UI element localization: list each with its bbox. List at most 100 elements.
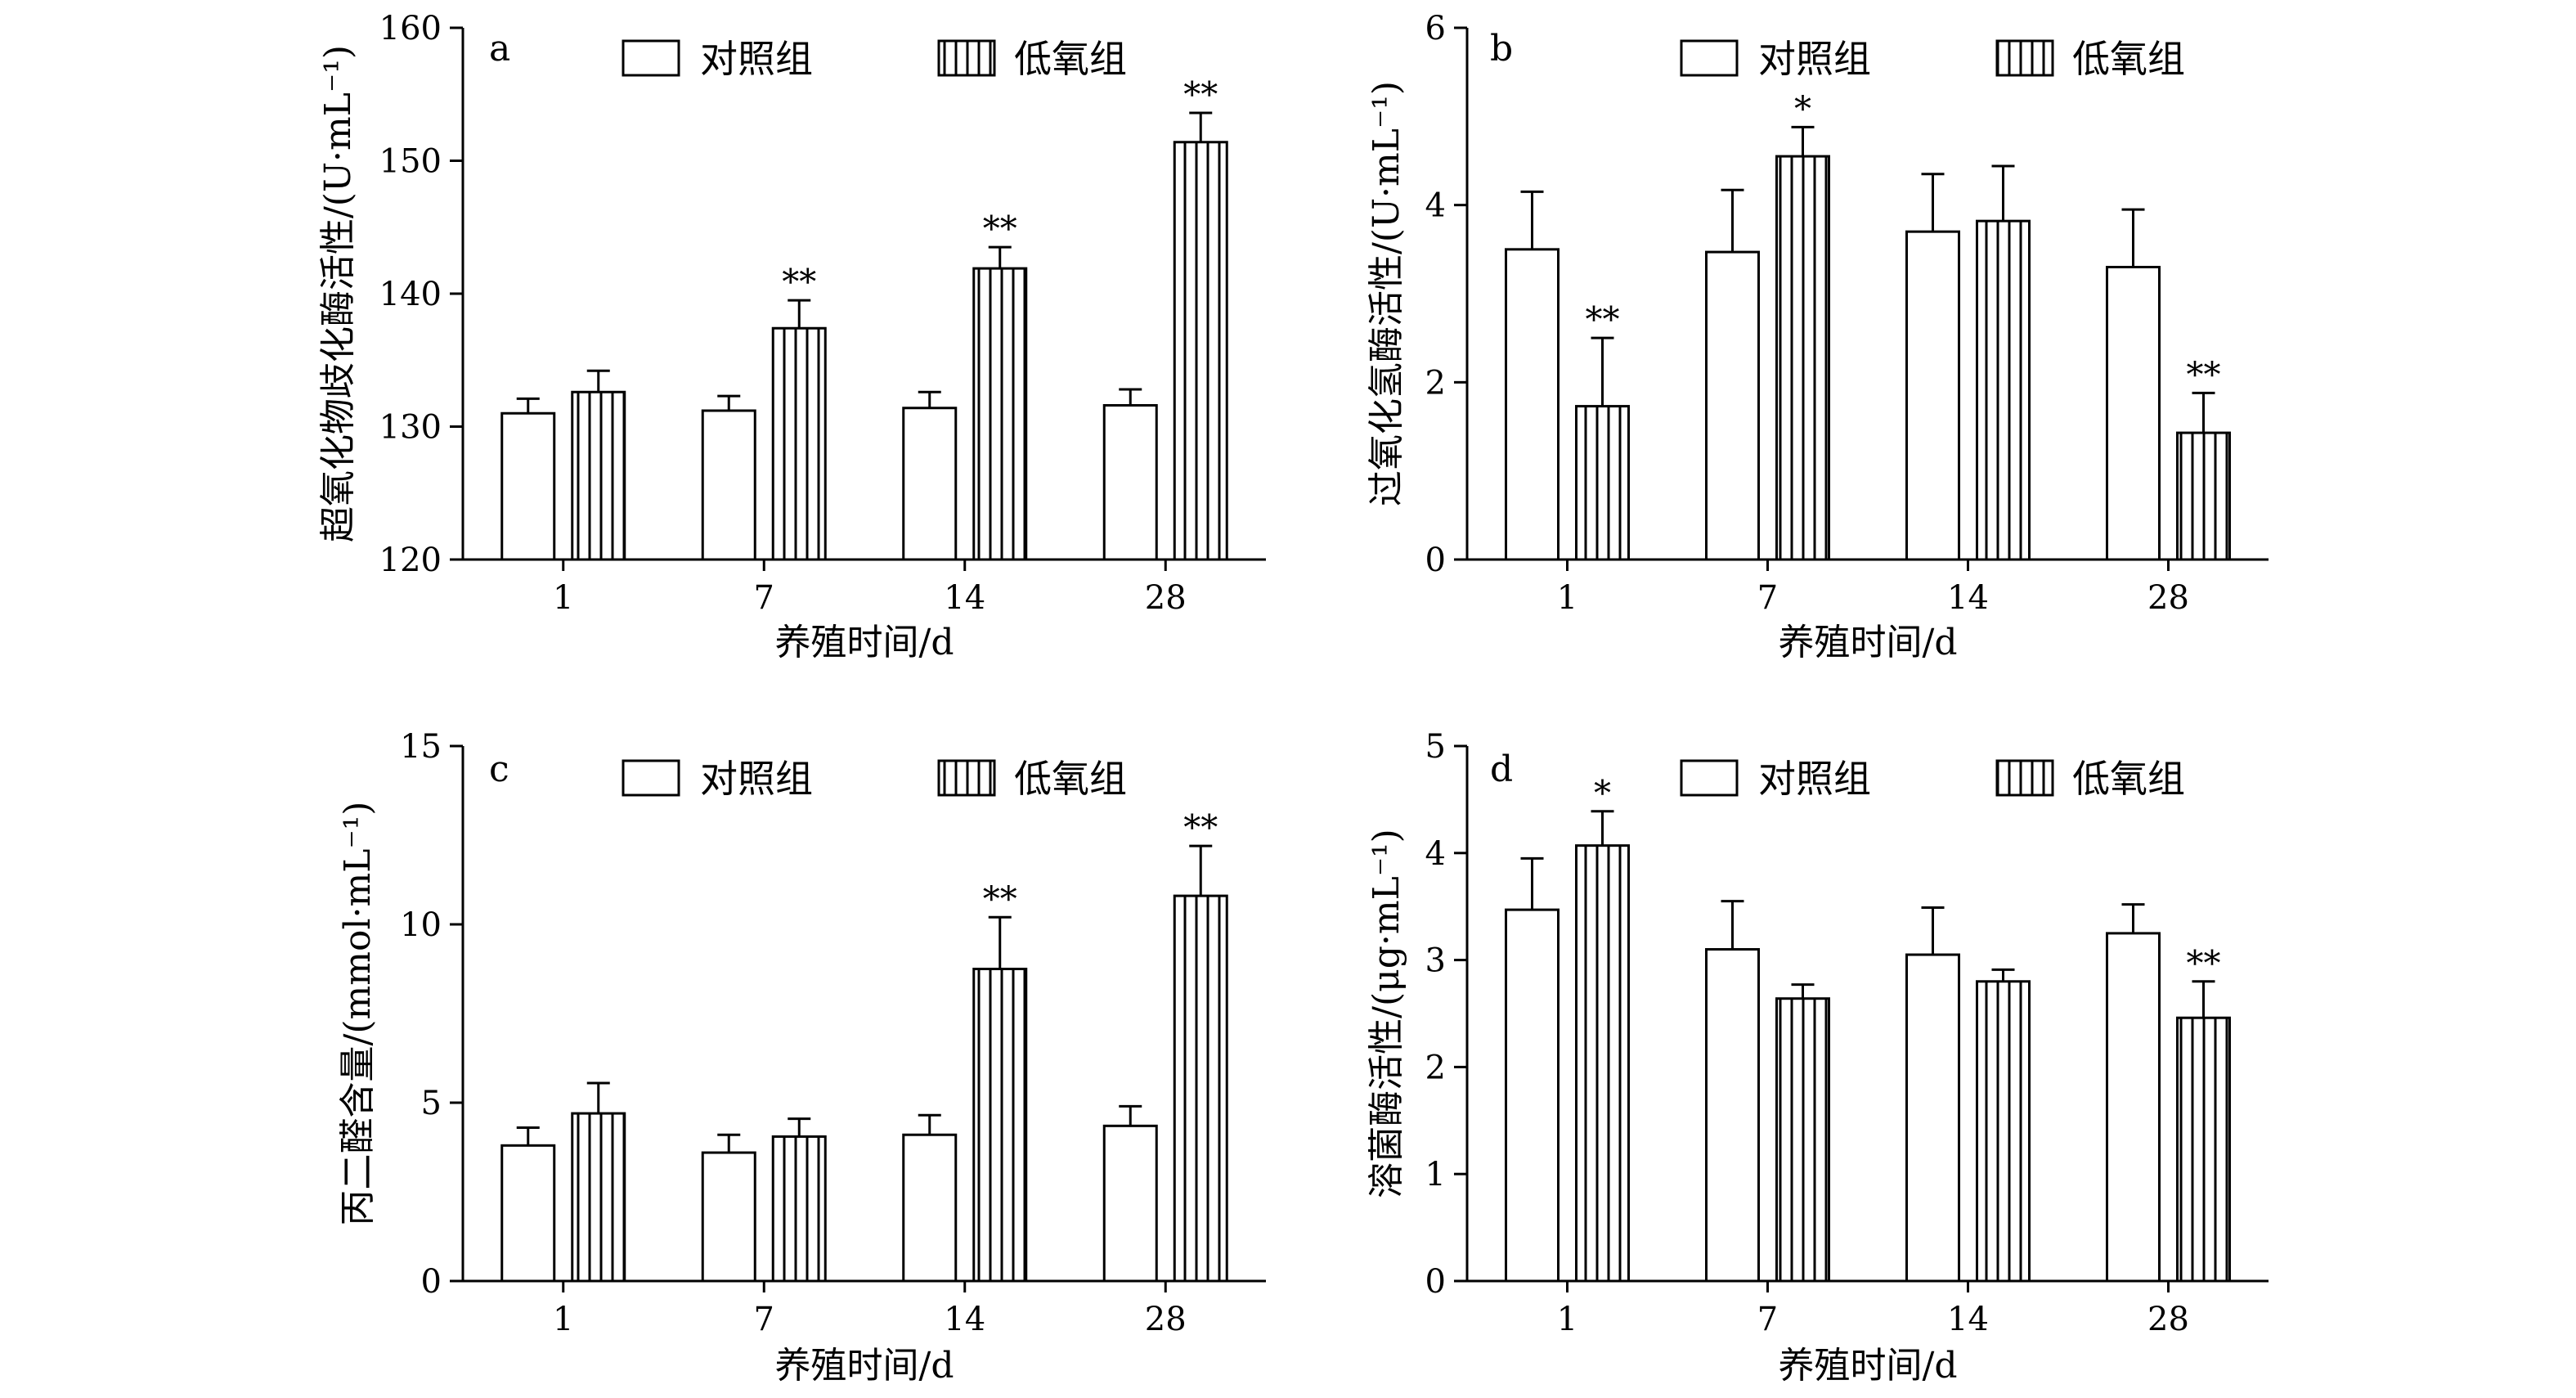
- significance-label: **: [2187, 354, 2221, 394]
- legend-swatch-hypoxia: [1995, 759, 2054, 797]
- bar-hypoxia: [1173, 894, 1228, 1283]
- bar-hypoxia: [2176, 1016, 2231, 1283]
- bar-control: [701, 409, 756, 561]
- x-tick-label: 14: [944, 1301, 985, 1338]
- y-tick-label: 4: [1425, 187, 1446, 225]
- significance-label: *: [1594, 773, 1611, 813]
- y-tick-label: 3: [1425, 942, 1446, 980]
- significance-label: **: [1586, 299, 1620, 339]
- bar-hypoxia: [571, 1112, 626, 1283]
- panel-label: a: [489, 28, 510, 70]
- bar-control: [902, 1133, 958, 1283]
- legend-label-control: 对照组: [700, 37, 813, 81]
- y-tick-label: 160: [379, 10, 442, 47]
- legend-label-hypoxia: 低氧组: [2072, 37, 2185, 81]
- bar-hypoxia: [1775, 997, 1830, 1283]
- legend-label-hypoxia: 低氧组: [1014, 757, 1127, 801]
- x-axis-title: 养殖时间/d: [775, 622, 954, 663]
- legend-swatch-control: [1680, 39, 1739, 77]
- x-tick-label: 1: [553, 579, 573, 617]
- x-tick-label: 7: [1757, 579, 1778, 617]
- x-tick-label: 28: [2147, 1301, 2189, 1338]
- y-tick-label: 1: [1425, 1156, 1446, 1193]
- significance-label: **: [983, 209, 1017, 249]
- x-axis-title: 养殖时间/d: [1779, 1345, 1958, 1387]
- y-tick-label: 5: [1425, 728, 1446, 766]
- legend-label-hypoxia: 低氧组: [2072, 757, 2185, 801]
- x-tick-label: 14: [1947, 579, 1989, 617]
- significance-label: *: [1794, 88, 1811, 128]
- y-axis-title: 溶菌酶活性/(μg·mL⁻¹): [1366, 829, 1407, 1198]
- bar-hypoxia: [972, 968, 1028, 1283]
- significance-label: **: [2187, 943, 2221, 983]
- bar-control: [1905, 953, 1960, 1283]
- bar-control: [1705, 250, 1760, 561]
- y-axis-title: 过氧化氢酶活性/(U·mL⁻¹): [1366, 81, 1407, 506]
- y-tick-label: 130: [379, 409, 442, 447]
- legend-swatch-control: [622, 759, 680, 797]
- x-tick-label: 14: [944, 579, 985, 617]
- chart-panel-a: 120 130 140 150 160 1 7 ** 14 ** 28 ** a 对照组 低氧组养殖时间/d…: [317, 10, 1266, 663]
- x-tick-label: 14: [1947, 1301, 1989, 1338]
- bar-hypoxia: [972, 267, 1028, 561]
- x-tick-label: 1: [1557, 1301, 1577, 1338]
- x-tick-label: 7: [1757, 1301, 1778, 1338]
- y-tick-label: 10: [400, 906, 442, 944]
- bar-control: [2106, 266, 2161, 561]
- legend-swatch-hypoxia: [937, 39, 996, 77]
- bar-control: [902, 407, 958, 561]
- y-tick-label: 15: [400, 728, 442, 766]
- legend-label-control: 对照组: [700, 757, 813, 801]
- bar-control: [701, 1151, 756, 1283]
- significance-label: **: [782, 262, 816, 302]
- bar-hypoxia: [771, 1135, 827, 1283]
- bar-hypoxia: [1173, 141, 1228, 561]
- legend-swatch-hypoxia: [1995, 39, 2054, 77]
- x-tick-label: 28: [1145, 1301, 1187, 1338]
- bar-hypoxia: [2176, 431, 2231, 561]
- y-tick-label: 2: [1425, 364, 1446, 402]
- panel-label: c: [489, 748, 509, 790]
- bar-control: [500, 411, 556, 561]
- y-tick-label: 0: [1425, 1263, 1446, 1301]
- significance-label: **: [983, 879, 1017, 919]
- bar-control: [500, 1144, 556, 1283]
- x-tick-label: 7: [754, 1301, 774, 1338]
- bar-control: [1102, 1124, 1158, 1283]
- bar-hypoxia: [1575, 405, 1630, 561]
- x-tick-label: 28: [1145, 579, 1187, 617]
- legend-swatch-control: [622, 39, 680, 77]
- bar-control: [1705, 948, 1760, 1283]
- significance-label: **: [1183, 807, 1218, 847]
- x-tick-label: 1: [553, 1301, 573, 1338]
- y-axis-title: 超氧化物歧化酶活性/(U·mL⁻¹): [317, 45, 359, 542]
- bar-control: [2106, 932, 2161, 1283]
- y-tick-label: 0: [1425, 542, 1446, 579]
- bar-control: [1905, 230, 1960, 561]
- legend-label-control: 对照组: [1758, 757, 1871, 801]
- x-tick-label: 1: [1557, 579, 1577, 617]
- bar-hypoxia: [771, 326, 827, 561]
- panel-label: b: [1490, 28, 1513, 70]
- bar-control: [1505, 908, 1560, 1283]
- y-tick-label: 4: [1425, 835, 1446, 873]
- y-tick-label: 5: [421, 1085, 442, 1122]
- bar-hypoxia: [1575, 844, 1630, 1283]
- x-axis-title: 养殖时间/d: [1779, 622, 1958, 663]
- x-axis-title: 养殖时间/d: [775, 1345, 954, 1387]
- bar-hypoxia: [1775, 155, 1830, 561]
- legend-swatch-control: [1680, 759, 1739, 797]
- x-tick-label: 7: [754, 579, 774, 617]
- panel-label: d: [1490, 748, 1513, 790]
- y-tick-label: 2: [1425, 1049, 1446, 1086]
- bar-control: [1102, 404, 1158, 561]
- significance-label: **: [1183, 74, 1218, 115]
- bar-control: [1505, 248, 1560, 561]
- y-axis-title: 丙二醛含量/(mmol·mL⁻¹): [337, 802, 379, 1226]
- y-tick-label: 0: [421, 1263, 442, 1301]
